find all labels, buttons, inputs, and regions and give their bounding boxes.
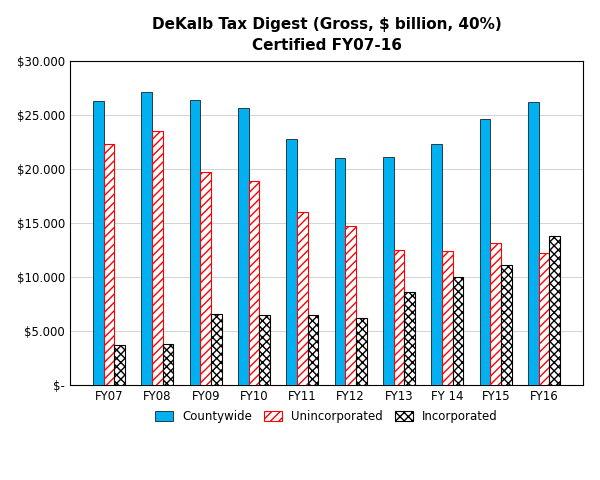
Bar <box>539 253 550 385</box>
Bar <box>286 139 297 385</box>
Bar <box>490 243 501 385</box>
Bar <box>528 102 539 385</box>
Bar <box>404 292 415 385</box>
Bar <box>480 119 490 385</box>
Bar <box>152 131 163 385</box>
Bar <box>297 212 308 385</box>
Bar <box>190 100 200 385</box>
Title: DeKalb Tax Digest (Gross, $ billion, 40%)
Certified FY07-16: DeKalb Tax Digest (Gross, $ billion, 40%… <box>152 17 502 53</box>
Bar <box>104 144 115 385</box>
Bar <box>163 344 173 385</box>
Bar <box>356 318 367 385</box>
Bar <box>115 345 125 385</box>
Bar <box>335 158 346 385</box>
Bar <box>346 226 356 385</box>
Bar <box>249 181 259 385</box>
Bar <box>452 277 463 385</box>
Bar <box>383 157 394 385</box>
Bar <box>259 315 270 385</box>
Bar <box>394 250 404 385</box>
Bar <box>431 144 442 385</box>
Bar <box>550 236 560 385</box>
Bar <box>308 315 319 385</box>
Bar <box>142 92 152 385</box>
Bar <box>211 313 221 385</box>
Legend: Countywide, Unincorporated, Incorporated: Countywide, Unincorporated, Incorporated <box>151 405 503 428</box>
Bar <box>238 108 249 385</box>
Bar <box>93 101 104 385</box>
Bar <box>442 251 452 385</box>
Bar <box>501 265 512 385</box>
Bar <box>200 172 211 385</box>
